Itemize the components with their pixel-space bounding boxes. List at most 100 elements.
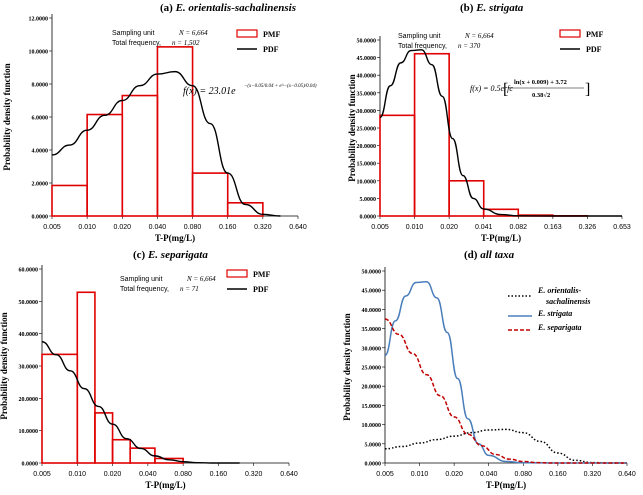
formula-b-numerator: ln(x + 0.009) + 3.72 bbox=[514, 79, 567, 86]
panel-title-prefix: (c) bbox=[133, 249, 148, 261]
formula-a-exponent: −(x−0.05/0.04 + e^−(x−0.05)/0.04) bbox=[244, 84, 317, 89]
sampling-unit-value: N = 6,664 bbox=[464, 32, 494, 40]
panel-title: (c) E. separigata bbox=[133, 249, 208, 261]
y-tick-label: 2.0000 bbox=[32, 182, 49, 188]
y-axis-label: Probability density function bbox=[342, 313, 352, 420]
y-tick-label: 50.0000 bbox=[362, 270, 382, 276]
y-tick-label: 15.0000 bbox=[362, 404, 382, 410]
legend-pdf-label: PDF bbox=[263, 45, 279, 54]
y-tick-label: 0.0000 bbox=[360, 215, 377, 221]
y-tick-label: 40.0000 bbox=[19, 332, 39, 338]
y-tick-label: 20.0000 bbox=[19, 397, 39, 403]
x-tick-label: 0.040 bbox=[149, 224, 167, 231]
x-tick-label: 0.640 bbox=[280, 471, 298, 478]
total-frequency-value: n = 1,502 bbox=[172, 39, 200, 47]
series-line bbox=[384, 428, 627, 464]
y-tick-label: 0.0000 bbox=[22, 462, 39, 468]
total-frequency-value: n = 71 bbox=[180, 285, 199, 293]
panel-title-prefix: (b) bbox=[460, 2, 476, 14]
x-axis-label: T-P(mg/L) bbox=[145, 480, 185, 490]
pdf-curve bbox=[379, 49, 622, 217]
y-tick-label: 30.0000 bbox=[19, 365, 39, 371]
formula-b-denominator: 0.38√2 bbox=[532, 91, 550, 99]
x-tick-label: 0.005 bbox=[371, 224, 389, 231]
x-axis-label: T-P(mg/L) bbox=[155, 233, 195, 243]
x-tick-label: 0.010 bbox=[69, 471, 87, 478]
panel-title-prefix: (a) bbox=[160, 2, 176, 14]
x-tick-label: 0.320 bbox=[254, 224, 272, 231]
legend-pmf-swatch bbox=[226, 269, 248, 278]
y-tick-label: 8.0000 bbox=[32, 83, 49, 89]
pmf-bar bbox=[76, 291, 96, 464]
y-tick-label: 60.0000 bbox=[19, 268, 39, 274]
y-tick-label: 4.0000 bbox=[32, 149, 49, 155]
legend-pdf-label: PDF bbox=[253, 285, 269, 294]
x-tick-label: 0.040 bbox=[480, 471, 498, 478]
y-tick-label: 20.0000 bbox=[362, 385, 382, 391]
sampling-unit-value: N = 6,664 bbox=[178, 29, 208, 37]
x-tick-label: 0.160 bbox=[549, 471, 567, 478]
panel-title-species: E. separigata bbox=[147, 249, 208, 261]
panel-b: (b) E. strigata 0.0000 5.0000 10.0000 15.000… bbox=[347, 2, 631, 243]
y-tick-label: 40.0000 bbox=[357, 74, 377, 80]
x-tick-label: 0.160 bbox=[219, 224, 237, 231]
legend-label-0: sachalinensis bbox=[545, 297, 590, 306]
x-tick-label: 0.653 bbox=[613, 224, 631, 231]
sampling-unit-label: Sampling unit bbox=[398, 33, 440, 40]
pmf-bar bbox=[86, 113, 124, 217]
x-tick-label: 0.080 bbox=[184, 224, 202, 231]
y-tick-label: 45.0000 bbox=[362, 289, 382, 295]
panel-title: (d) all taxa bbox=[464, 249, 515, 261]
panel-title: (b) E. strigata bbox=[460, 2, 524, 14]
pmf-bar bbox=[482, 208, 520, 217]
pdf-curve bbox=[41, 341, 240, 464]
x-tick-label: 0.640 bbox=[289, 224, 307, 231]
x-tick-label: 0.005 bbox=[33, 471, 51, 478]
panel-title-species: E. orientalis-sachalinensis bbox=[175, 2, 296, 14]
y-tick-label: 10.0000 bbox=[357, 179, 377, 185]
panel-a: (a) E. orientalis-sachalinensis 0.0000 2.0… bbox=[2, 2, 317, 243]
legend-label-0: E. orientalis- bbox=[537, 286, 581, 295]
pmf-bar bbox=[111, 438, 132, 464]
y-tick-label: 35.0000 bbox=[357, 91, 377, 97]
formula-a: f(x) = 23.01e bbox=[183, 86, 236, 97]
x-tick-label: 0.080 bbox=[174, 471, 192, 478]
y-tick-label: 0.0000 bbox=[32, 215, 49, 221]
x-tick-label: 0.010 bbox=[411, 471, 429, 478]
y-tick-label: 30.0000 bbox=[357, 109, 377, 115]
y-tick-label: 5.0000 bbox=[360, 197, 377, 203]
pmf-bar bbox=[94, 412, 114, 464]
pmf-bar bbox=[226, 202, 264, 217]
y-tick-label: 25.0000 bbox=[362, 366, 382, 372]
y-tick-label: 15.0000 bbox=[357, 162, 377, 168]
x-tick-label: 0.163 bbox=[544, 224, 562, 231]
x-tick-label: 0.640 bbox=[618, 471, 636, 478]
sampling-unit-label: Sampling unit bbox=[120, 276, 162, 283]
x-tick-label: 0.010 bbox=[78, 224, 96, 231]
pmf-bar bbox=[413, 52, 450, 217]
x-tick-label: 0.320 bbox=[584, 471, 602, 478]
pmf-bar bbox=[448, 180, 485, 217]
total-frequency-label: Total frequency, bbox=[398, 43, 447, 50]
legend-pmf-label: PMF bbox=[263, 30, 280, 39]
x-tick-label: 0.020 bbox=[445, 471, 463, 478]
x-tick-label: 0.040 bbox=[139, 471, 157, 478]
y-tick-label: 40.0000 bbox=[362, 308, 382, 314]
x-tick-label: 0.010 bbox=[406, 224, 424, 231]
panel-title-prefix: (d) bbox=[464, 249, 480, 261]
x-tick-label: 0.320 bbox=[245, 471, 263, 478]
legend-pmf-swatch bbox=[559, 29, 581, 38]
pmf-bar bbox=[154, 457, 184, 464]
y-tick-label: 20.0000 bbox=[357, 144, 377, 150]
panel-title: (a) E. orientalis-sachalinensis bbox=[160, 2, 296, 14]
y-tick-label: 45.0000 bbox=[357, 56, 377, 62]
x-tick-label: 0.020 bbox=[440, 224, 458, 231]
y-axis-label: Probability density function bbox=[347, 74, 357, 181]
y-tick-label: 30.0000 bbox=[362, 346, 382, 352]
formula-b-bracket-left: [ bbox=[503, 81, 508, 98]
panel-title-species: all taxa bbox=[480, 249, 514, 261]
series-line bbox=[384, 281, 627, 464]
y-tick-label: 5.0000 bbox=[365, 442, 382, 448]
panel-title-species: E. strigata bbox=[475, 2, 524, 14]
